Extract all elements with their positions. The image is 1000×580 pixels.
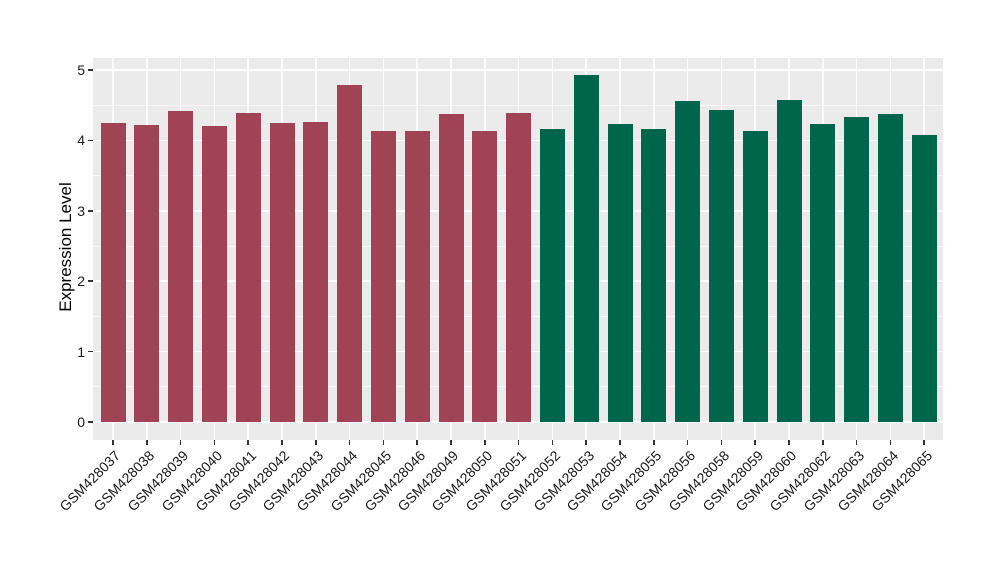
bar-GSM428046 <box>404 131 430 422</box>
x-tick-mark <box>382 440 385 445</box>
x-tick-mark <box>686 440 689 445</box>
bar-GSM428064 <box>877 114 903 422</box>
bar-GSM428037 <box>100 122 126 422</box>
y-tick-label: 3 <box>77 202 85 219</box>
x-tick-mark <box>822 440 824 445</box>
y-tick-mark <box>88 139 93 142</box>
y-tick-label: 2 <box>77 273 85 290</box>
bar-GSM428045 <box>370 131 396 422</box>
bar-GSM428043 <box>303 122 329 422</box>
x-tick-mark <box>179 440 182 445</box>
x-tick-mark <box>484 440 486 445</box>
x-tick-mark <box>213 440 216 445</box>
bar-GSM428058 <box>708 110 734 422</box>
x-tick-mark <box>517 440 520 445</box>
bar-GSM428060 <box>776 100 802 422</box>
x-tick-mark <box>112 440 114 445</box>
x-tick-mark <box>855 440 858 445</box>
x-tick-mark <box>585 440 587 445</box>
y-tick-label: 0 <box>77 414 85 430</box>
bar-GSM428052 <box>539 129 565 422</box>
bar-GSM428062 <box>810 123 836 422</box>
bar-GSM428042 <box>269 122 295 422</box>
bar-GSM428049 <box>438 114 464 422</box>
bar-GSM428041 <box>235 112 261 422</box>
y-tick-label: 1 <box>77 343 85 360</box>
x-tick-mark <box>889 440 892 445</box>
bar-GSM428059 <box>742 130 768 422</box>
y-tick-mark <box>88 421 93 423</box>
x-tick-mark <box>720 440 723 445</box>
y-tick-mark <box>88 280 93 282</box>
y-tick-label: 4 <box>77 132 85 149</box>
bar-GSM428050 <box>472 130 498 422</box>
plot-panel <box>93 58 943 440</box>
bar-GSM428038 <box>134 124 160 422</box>
x-tick-mark <box>247 440 249 445</box>
bar-GSM428053 <box>573 74 599 422</box>
bar-GSM428055 <box>641 129 667 422</box>
x-tick-mark <box>315 440 317 445</box>
bar-GSM428054 <box>607 124 633 422</box>
bar-GSM428051 <box>506 112 532 422</box>
bar-GSM428044 <box>337 85 363 422</box>
x-tick-mark <box>281 440 283 445</box>
y-tick-mark <box>88 210 93 212</box>
x-tick-mark <box>754 440 756 445</box>
x-tick-mark <box>551 440 554 445</box>
x-tick-mark <box>923 440 925 445</box>
bar-GSM428065 <box>911 135 937 422</box>
y-tick-mark <box>88 69 93 71</box>
x-tick-mark <box>788 440 790 445</box>
bar-GSM428063 <box>844 117 870 422</box>
y-tick-mark <box>88 350 93 353</box>
x-tick-mark <box>348 440 351 445</box>
x-tick-mark <box>146 440 148 445</box>
bar-GSM428039 <box>168 110 194 422</box>
x-tick-mark <box>450 440 452 445</box>
y-tick-label: 5 <box>77 62 85 78</box>
x-tick-mark <box>653 440 655 445</box>
bar-GSM428040 <box>201 125 227 422</box>
y-axis-title: Expression Level <box>56 182 75 312</box>
x-tick-mark <box>619 440 621 445</box>
bar-GSM428056 <box>675 100 701 422</box>
x-tick-mark <box>416 440 418 445</box>
